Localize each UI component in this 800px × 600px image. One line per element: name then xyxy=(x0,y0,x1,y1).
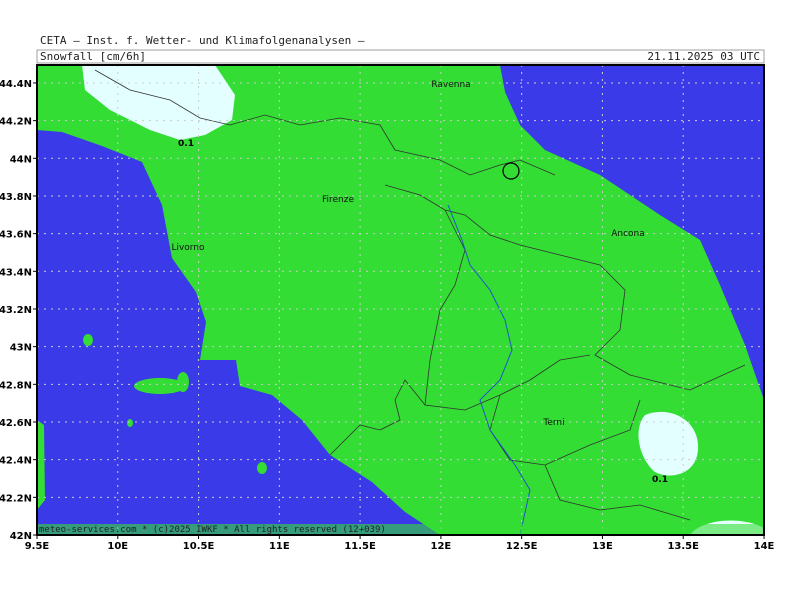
footer-credit: meteo-services.com * (c)2025 IWKF * All … xyxy=(39,525,386,535)
land xyxy=(37,65,764,535)
island xyxy=(257,462,267,474)
city-label: Livorno xyxy=(171,243,205,253)
contour-label: 0.1 xyxy=(178,139,194,149)
border xyxy=(94,69,556,176)
lon-tick-label: 12.5E xyxy=(506,541,538,552)
lat-tick-label: 42.2N xyxy=(0,493,32,504)
lon-tick-label: 9.5E xyxy=(25,541,50,552)
lat-tick-label: 44N xyxy=(10,154,32,165)
map: meteo-services.com * (c)2025 IWKF * All … xyxy=(33,64,765,539)
island xyxy=(37,420,45,510)
header-box xyxy=(36,49,765,64)
lat-tick-label: 43N xyxy=(10,343,32,354)
border xyxy=(544,464,691,521)
lon-tick-label: 10.5E xyxy=(183,541,215,552)
lon-tick-label: 13.5E xyxy=(667,541,699,552)
lon-tick-label: 14E xyxy=(754,541,775,552)
lat-tick-label: 43.2N xyxy=(0,305,32,316)
header-title: CETA — Inst. f. Wetter- und Klimafolgena… xyxy=(40,34,365,47)
border xyxy=(502,162,520,180)
lat-tick-label: 43.6N xyxy=(0,230,32,241)
lat-tick-label: 42N xyxy=(10,531,32,542)
lon-tick-label: 10E xyxy=(107,541,128,552)
lon-tick-label: 13E xyxy=(592,541,613,552)
border xyxy=(384,184,746,391)
lon-tick-label: 11E xyxy=(269,541,290,552)
product-label: Snowfall [cm/6h] xyxy=(40,50,146,63)
lat-tick-label: 43.4N xyxy=(0,267,32,278)
footer-band xyxy=(37,524,764,535)
lat-tick-label: 43.8N xyxy=(0,192,32,203)
map-frame xyxy=(36,64,765,536)
lon-tick-label: 12E xyxy=(431,541,452,552)
city-label: Ravenna xyxy=(431,80,470,90)
island xyxy=(127,419,133,427)
island xyxy=(177,372,189,392)
valid-time: 21.11.2025 03 UTC xyxy=(647,50,760,63)
lat-tick-label: 42.6N xyxy=(0,418,32,429)
island xyxy=(134,378,186,394)
island xyxy=(83,334,93,346)
border xyxy=(329,379,426,456)
lat-tick-label: 42.8N xyxy=(0,380,32,391)
lon-tick-label: 11.5E xyxy=(344,541,376,552)
lat-tick-label: 42.4N xyxy=(0,456,32,467)
lat-tick-label: 44.2N xyxy=(0,117,32,128)
city-label: Ancona xyxy=(611,229,645,239)
borders xyxy=(94,69,746,521)
grid xyxy=(33,65,765,539)
contour-label: 0.1 xyxy=(652,475,668,485)
city-label: Firenze xyxy=(322,195,354,205)
snow-area xyxy=(82,65,235,140)
city-label: Terni xyxy=(542,418,564,428)
lat-tick-label: 44.4N xyxy=(0,79,32,90)
river xyxy=(447,204,531,536)
